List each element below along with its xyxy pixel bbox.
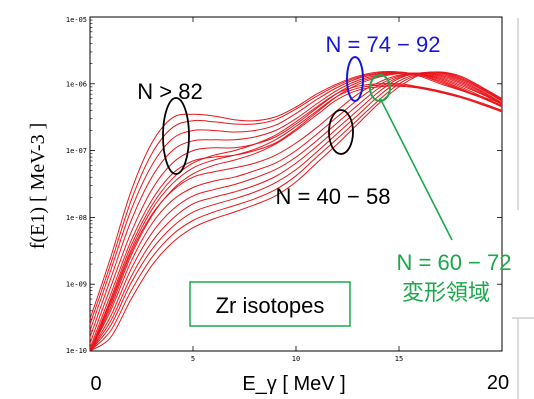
axes-layer: 1e-05 1e-06 1e-07 1e-08 1e-09 1e-10 5 10 15 — [66, 16, 502, 363]
label-n-74-92: N = 74 − 92 — [326, 32, 441, 57]
zr-isotopes-box — [189, 281, 351, 327]
series-line-1-0 — [89, 72, 503, 344]
x-end-label-0: 0 — [90, 373, 101, 395]
x-tick-label: 5 — [191, 355, 195, 363]
group-ellipse-n-40-58 — [328, 109, 354, 155]
x-tick-label: 10 — [292, 355, 300, 363]
series-line-0-0 — [89, 70, 503, 320]
background-decoration — [512, 18, 534, 399]
y-tick-label: 1e-06 — [66, 80, 87, 88]
y-tick-label: 1e-05 — [66, 16, 87, 24]
series-line-2-6 — [89, 71, 503, 352]
zr-isotopes-label: Zr isotopes — [216, 293, 325, 318]
series-line-0-3 — [89, 72, 503, 338]
series-line-3-1 — [89, 84, 503, 352]
y-axis-label: f(E1) [ MeV-3 ] — [27, 123, 49, 249]
group-ellipse-n-60-72 — [369, 74, 391, 102]
series-line-1-1 — [89, 72, 503, 349]
label-n-40-58: N = 40 − 58 — [276, 184, 391, 209]
label-n-gt-82: N > 82 — [137, 79, 202, 104]
x-axis-label: E_γ [ MeV ] — [242, 373, 345, 395]
annotation-shapes — [162, 56, 453, 241]
series-line-3-0 — [89, 82, 503, 352]
y-tick-label: 1e-09 — [66, 281, 87, 289]
series-line-0-2 — [89, 71, 503, 332]
group-ellipse-n-gt-82 — [162, 97, 190, 175]
label-deformed-region: 変形領域 — [402, 280, 490, 305]
y-tick-label: 1e-10 — [66, 347, 87, 355]
x-end-label-1: 20 — [487, 372, 509, 394]
y-tick-label: 1e-07 — [66, 147, 87, 155]
group-ellipse-n-74-92 — [346, 56, 364, 102]
pointer-line-n-60-72 — [379, 97, 453, 241]
label-n-60-72: N = 60 − 72 — [397, 250, 512, 275]
y-tick-label: 1e-08 — [66, 214, 87, 222]
series-line-0-1 — [89, 71, 503, 325]
series-line-2-1 — [89, 72, 503, 352]
series-line-3-2 — [89, 85, 503, 352]
series-line-2-2 — [89, 72, 503, 352]
curve-layer — [89, 70, 503, 352]
x-tick-label: 15 — [395, 355, 403, 363]
